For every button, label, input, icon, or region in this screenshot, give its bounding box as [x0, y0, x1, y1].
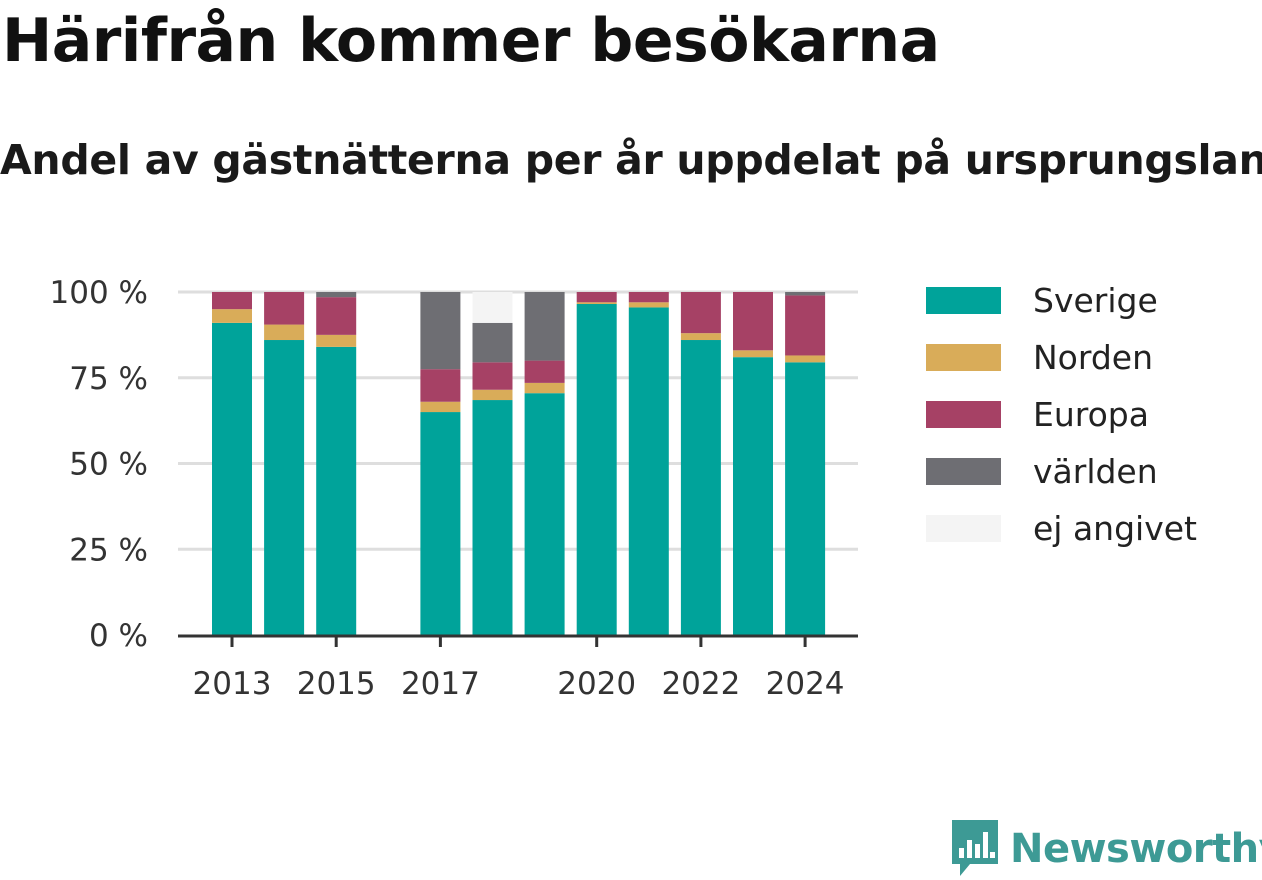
legend-swatch-sverige — [926, 287, 1001, 314]
bar-2013-Sverige — [212, 322, 252, 635]
bar-2019-Europa — [524, 360, 565, 383]
bar-2017-Sverige — [420, 412, 461, 635]
x-tick-label: 2022 — [661, 666, 740, 702]
y-tick-label: 50 % — [69, 447, 148, 483]
legend-label-europa: Europa — [1033, 395, 1149, 434]
bar-2020-Norden — [576, 302, 617, 305]
bar-2018-Sverige — [472, 400, 513, 635]
bar-2014-Europa — [264, 292, 305, 325]
legend-item-norden: Norden — [926, 329, 1197, 386]
bar-2023-Sverige — [733, 357, 773, 635]
bar-chart: 0 % 25 % 50 % 75 % 100 % 2013 2015 2017 2020 2022… — [50, 275, 858, 702]
brand-logo: Newsworthy — [950, 818, 1262, 880]
x-tick-label: 2017 — [401, 666, 480, 702]
bar-2019-Sverige — [524, 393, 565, 635]
bar-2018-ej-angivet — [472, 292, 513, 323]
legend-label-varlden: världen — [1033, 452, 1158, 491]
bar-2018-Europa — [472, 362, 513, 390]
bar-2021-Europa — [628, 292, 669, 303]
bar-2015-Sverige — [316, 346, 357, 635]
bar-2014-Norden — [264, 324, 305, 341]
legend-label-norden: Norden — [1033, 338, 1154, 377]
legend-label-sverige: Sverige — [1033, 281, 1158, 320]
legend-label-ej-angivet: ej angivet — [1033, 509, 1197, 548]
legend-item-europa: Europa — [926, 386, 1197, 443]
bar-2018-Norden — [472, 389, 513, 401]
bar-2024-Sverige — [785, 362, 826, 635]
bar-2015-Europa — [316, 297, 357, 335]
legend-item-varlden: världen — [926, 443, 1197, 500]
chart-subtitle: Andel av gästnätterna per år uppdelat på… — [0, 136, 1262, 184]
bar-2021-Norden — [628, 302, 669, 308]
bar-2019-Norden — [524, 382, 565, 394]
bar-2021-Sverige — [628, 307, 669, 635]
bar-2018-världen — [472, 322, 513, 363]
bar-2023-Europa — [733, 292, 773, 351]
bar-2023-Norden — [733, 350, 773, 358]
legend-swatch-europa — [926, 401, 1001, 428]
chart-title: Härifrån kommer besökarna — [2, 6, 940, 76]
bar-2013-Europa — [212, 292, 252, 310]
bar-2013-Norden — [212, 309, 252, 323]
axes: 0 % 25 % 50 % 75 % 100 % 2013 2015 2017 2020 2022… — [50, 275, 858, 702]
bar-2014-Sverige — [264, 340, 305, 635]
bar-2024-Norden — [785, 355, 826, 363]
bar-2022-Norden — [680, 333, 721, 341]
bar-2017-Norden — [420, 401, 461, 413]
bar-2020-Sverige — [576, 304, 617, 635]
x-tick-label: 2020 — [557, 666, 636, 702]
legend: Sverige Norden Europa världen ej angivet — [926, 272, 1197, 557]
bar-2022-Europa — [680, 292, 721, 334]
y-tick-label: 25 % — [69, 532, 148, 568]
bar-2020-Europa — [576, 292, 617, 303]
bar-2015-världen — [316, 292, 357, 298]
y-tick-label: 75 % — [69, 361, 148, 397]
legend-item-sverige: Sverige — [926, 272, 1197, 329]
x-tick-label: 2024 — [766, 666, 845, 702]
bar-2024-Europa — [785, 295, 826, 356]
legend-item-ej-angivet: ej angivet — [926, 500, 1197, 557]
bar-2022-Sverige — [680, 340, 721, 635]
legend-swatch-ej-angivet — [926, 515, 1001, 542]
bar-2024-världen — [785, 292, 826, 296]
y-tick-label: 0 % — [89, 618, 148, 654]
bar-2015-Norden — [316, 334, 357, 347]
y-tick-label: 100 % — [50, 275, 148, 311]
legend-swatch-norden — [926, 344, 1001, 371]
bar-2017-Europa — [420, 369, 461, 402]
brand-name: Newsworthy — [1010, 826, 1262, 872]
newsworthy-logo-icon — [952, 820, 998, 876]
bar-2019-världen — [524, 292, 565, 361]
legend-swatch-varlden — [926, 458, 1001, 485]
x-tick-label: 2015 — [297, 666, 376, 702]
bar-2017-världen — [420, 292, 461, 370]
x-tick-label: 2013 — [193, 666, 272, 702]
bars — [212, 292, 826, 635]
